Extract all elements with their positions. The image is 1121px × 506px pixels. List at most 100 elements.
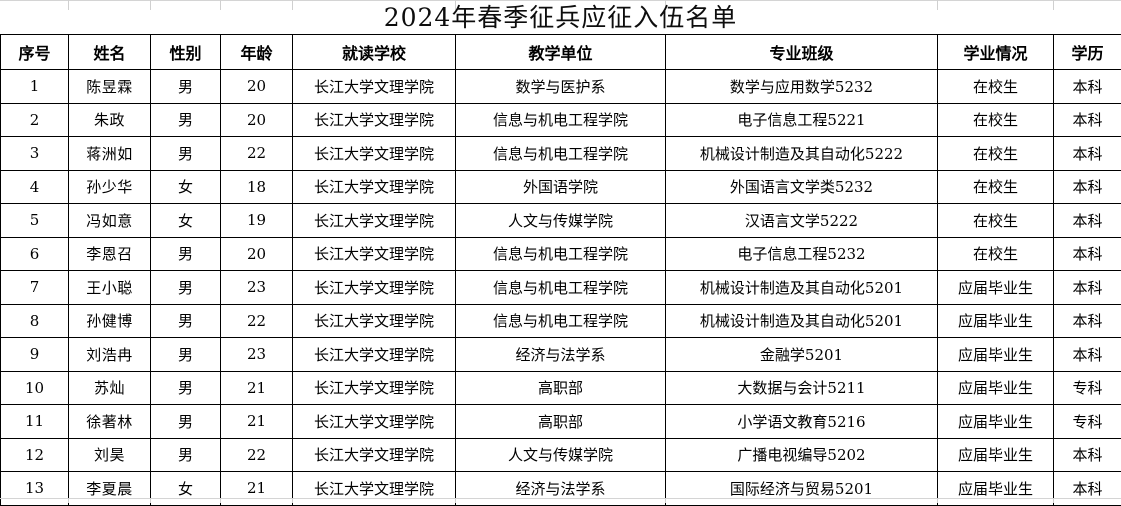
cell-name: 苏灿 xyxy=(69,371,151,405)
cell-school: 长江大学文理学院 xyxy=(293,438,456,472)
cell-index: 8 xyxy=(1,304,69,338)
cell-degree: 本科 xyxy=(1054,170,1121,204)
cell-name: 孙少华 xyxy=(69,170,151,204)
cell-age: 21 xyxy=(221,405,293,439)
cell-degree: 专科 xyxy=(1054,371,1121,405)
cell-index: 2 xyxy=(1,103,69,137)
cell-major: 广播电视编导5202 xyxy=(666,438,938,472)
sheet-gridline-tick xyxy=(68,498,69,503)
cell-age: 20 xyxy=(221,70,293,104)
cell-degree: 本科 xyxy=(1054,204,1121,238)
cell-status: 在校生 xyxy=(938,237,1054,271)
cell-index: 10 xyxy=(1,371,69,405)
sheet-gridline-tick xyxy=(455,498,456,503)
cell-gender: 女 xyxy=(151,204,221,238)
cell-unit: 外国语学院 xyxy=(456,170,666,204)
cell-degree: 本科 xyxy=(1054,438,1121,472)
cell-status: 应届毕业生 xyxy=(938,438,1054,472)
cell-index: 7 xyxy=(1,271,69,305)
cell-major: 电子信息工程5221 xyxy=(666,103,938,137)
cell-school: 长江大学文理学院 xyxy=(293,137,456,171)
cell-gender: 男 xyxy=(151,371,221,405)
cell-school: 长江大学文理学院 xyxy=(293,338,456,372)
cell-status: 在校生 xyxy=(938,103,1054,137)
cell-major: 电子信息工程5232 xyxy=(666,237,938,271)
cell-index: 1 xyxy=(1,70,69,104)
cell-school: 长江大学文理学院 xyxy=(293,237,456,271)
cell-status: 应届毕业生 xyxy=(938,472,1054,506)
cell-school: 长江大学文理学院 xyxy=(293,371,456,405)
cell-major: 汉语言文学5222 xyxy=(666,204,938,238)
cell-gender: 男 xyxy=(151,237,221,271)
cell-age: 22 xyxy=(221,304,293,338)
table-header-row: 序号 姓名 性别 年龄 就读学校 教学单位 专业班级 学业情况 学历 xyxy=(1,35,1121,70)
cell-degree: 本科 xyxy=(1054,70,1121,104)
cell-age: 21 xyxy=(221,472,293,506)
cell-degree: 本科 xyxy=(1054,472,1121,506)
cell-name: 李夏晨 xyxy=(69,472,151,506)
cell-gender: 男 xyxy=(151,304,221,338)
column-header-gender: 性别 xyxy=(151,35,221,70)
cell-status: 应届毕业生 xyxy=(938,304,1054,338)
column-header-school: 就读学校 xyxy=(293,35,456,70)
cell-age: 21 xyxy=(221,371,293,405)
cell-school: 长江大学文理学院 xyxy=(293,204,456,238)
cell-school: 长江大学文理学院 xyxy=(293,70,456,104)
cell-age: 22 xyxy=(221,438,293,472)
sheet-gridline-tick xyxy=(150,498,151,503)
sheet-gridline-bottom xyxy=(0,498,1121,499)
cell-degree: 本科 xyxy=(1054,271,1121,305)
cell-name: 陈昱霖 xyxy=(69,70,151,104)
cell-index: 5 xyxy=(1,204,69,238)
cell-gender: 男 xyxy=(151,438,221,472)
page-title: 2024年春季征兵应征入伍名单 xyxy=(384,3,738,33)
sheet-gridline-tick xyxy=(937,498,938,503)
cell-name: 刘昊 xyxy=(69,438,151,472)
sheet-gridline-tick xyxy=(220,498,221,503)
cell-degree: 本科 xyxy=(1054,237,1121,271)
cell-index: 9 xyxy=(1,338,69,372)
cell-gender: 女 xyxy=(151,472,221,506)
cell-name: 王小聪 xyxy=(69,271,151,305)
cell-status: 在校生 xyxy=(938,137,1054,171)
cell-name: 蒋洲如 xyxy=(69,137,151,171)
cell-age: 18 xyxy=(221,170,293,204)
cell-degree: 专科 xyxy=(1054,405,1121,439)
cell-unit: 信息与机电工程学院 xyxy=(456,304,666,338)
cell-index: 6 xyxy=(1,237,69,271)
cell-major: 外国语言文学类5232 xyxy=(666,170,938,204)
cell-school: 长江大学文理学院 xyxy=(293,103,456,137)
column-header-status: 学业情况 xyxy=(938,35,1054,70)
cell-index: 12 xyxy=(1,438,69,472)
cell-school: 长江大学文理学院 xyxy=(293,405,456,439)
cell-unit: 信息与机电工程学院 xyxy=(456,271,666,305)
cell-major: 大数据与会计5211 xyxy=(666,371,938,405)
cell-status: 应届毕业生 xyxy=(938,271,1054,305)
cell-major: 小学语文教育5216 xyxy=(666,405,938,439)
cell-age: 20 xyxy=(221,103,293,137)
cell-name: 朱政 xyxy=(69,103,151,137)
cell-unit: 人文与传媒学院 xyxy=(456,204,666,238)
cell-status: 应届毕业生 xyxy=(938,338,1054,372)
sheet-gridline-tick xyxy=(665,498,666,503)
document-title-band: 2024年春季征兵应征入伍名单 xyxy=(0,1,1121,34)
cell-name: 刘浩冉 xyxy=(69,338,151,372)
cell-gender: 男 xyxy=(151,103,221,137)
cell-unit: 信息与机电工程学院 xyxy=(456,103,666,137)
cell-gender: 男 xyxy=(151,405,221,439)
cell-major: 金融学5201 xyxy=(666,338,938,372)
cell-unit: 信息与机电工程学院 xyxy=(456,137,666,171)
cell-unit: 高职部 xyxy=(456,405,666,439)
cell-gender: 男 xyxy=(151,70,221,104)
